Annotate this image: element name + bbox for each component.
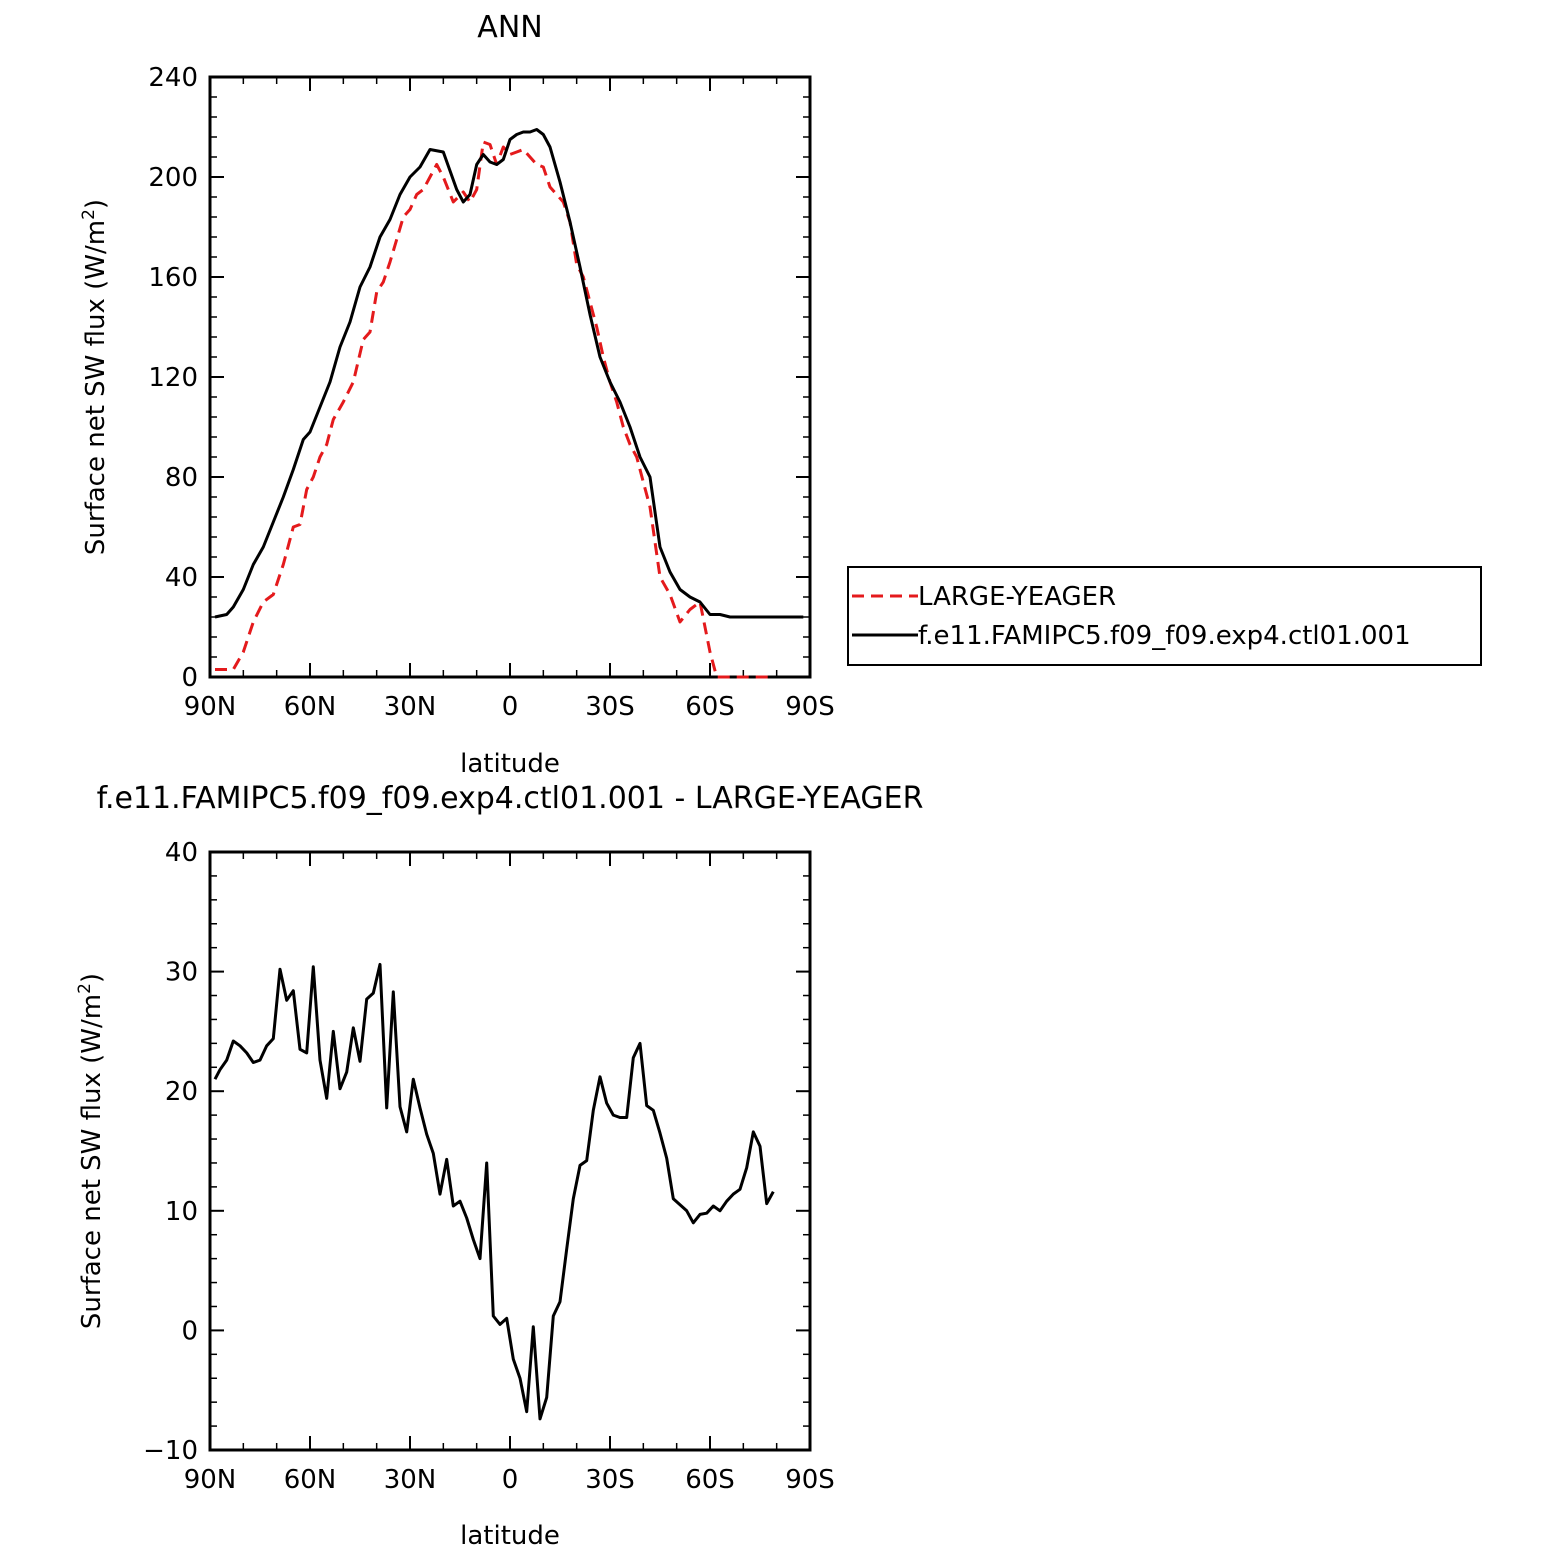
top-ytick-label: 80 — [165, 463, 198, 493]
top-series-group — [214, 128, 804, 679]
bottom-ytick-label: 10 — [165, 1197, 198, 1227]
bottom-chart-title: f.e11.FAMIPC5.f09_f09.exp4.ctl01.001 - L… — [97, 781, 924, 816]
top-ytick-label: 40 — [165, 563, 198, 593]
legend-label-large-yeager: LARGE-YEAGER — [918, 582, 1116, 612]
top-ytick-label: 160 — [148, 263, 198, 293]
bottom-y-axis-label: Surface net SW flux (W/m2) — [75, 973, 107, 1329]
top-chart-title: ANN — [477, 10, 542, 45]
top-xtick-label: 0 — [502, 692, 519, 722]
top-xtick-label: 90S — [785, 692, 835, 722]
top-xtick-label: 30N — [384, 692, 437, 722]
top-ytick-label: 240 — [148, 63, 198, 93]
top-ytick-label: 200 — [148, 163, 198, 193]
bottom-xtick-label: 90S — [785, 1465, 835, 1495]
bottom-xtick-label: 0 — [502, 1465, 519, 1495]
bottom-xtick-label: 90N — [184, 1465, 237, 1495]
bottom-series-group — [213, 962, 775, 1421]
top-x-axis-label: latitude — [460, 749, 560, 779]
top-y-axis-label: Surface net SW flux (W/m2) — [79, 199, 111, 555]
bottom-ytick-label: 30 — [165, 958, 198, 988]
bottom-xtick-label: 60S — [685, 1465, 735, 1495]
top-series-line-1 — [214, 128, 804, 619]
top-xtick-label: 30S — [585, 692, 635, 722]
top-legend: LARGE-YEAGER f.e11.FAMIPC5.f09_f09.exp4.… — [847, 566, 1482, 666]
bottom-chart: f.e11.FAMIPC5.f09_f09.exp4.ctl01.001 - L… — [75, 781, 923, 1551]
bottom-ytick-label: 40 — [165, 838, 198, 868]
bottom-series-line-0 — [213, 962, 775, 1421]
legend-box — [847, 566, 1482, 666]
legend-label-ctl: f.e11.FAMIPC5.f09_f09.exp4.ctl01.001 — [918, 621, 1411, 651]
top-axis-ticks: 90N 60N 30N 0 30S 60S 90S 0 40 80 120 160 200 240 — [148, 63, 834, 722]
top-xtick-label: 90N — [184, 692, 237, 722]
top-ytick-label: 0 — [181, 663, 198, 693]
bottom-ytick-label: 0 — [181, 1316, 198, 1346]
bottom-axis-ticks: 90N 60N 30N 0 30S 60S 90S −10 0 10 20 30 40 — [143, 838, 835, 1495]
bottom-ytick-label: 20 — [165, 1077, 198, 1107]
top-ytick-label: 120 — [148, 363, 198, 393]
top-plot-frame — [208, 75, 812, 679]
bottom-xtick-label: 60N — [284, 1465, 337, 1495]
bottom-ytick-label: −10 — [143, 1436, 198, 1466]
bottom-x-axis-label: latitude — [460, 1521, 560, 1551]
top-xtick-label: 60S — [685, 692, 735, 722]
top-chart: ANN 90N 60N 30N 0 30S 60S 90S 0 40 80 120 160 200 240… — [79, 10, 1482, 779]
bottom-xtick-label: 30N — [384, 1465, 437, 1495]
top-xtick-label: 60N — [284, 692, 337, 722]
bottom-xtick-label: 30S — [585, 1465, 635, 1495]
bottom-plot-frame — [208, 850, 812, 1452]
